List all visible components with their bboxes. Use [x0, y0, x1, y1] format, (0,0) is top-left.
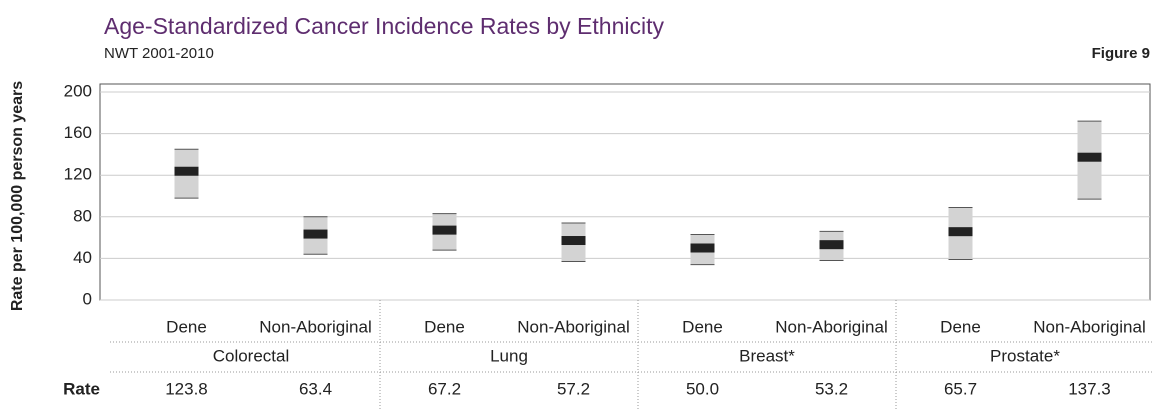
rate-value: 65.7: [944, 379, 977, 398]
rate-value: 137.3: [1068, 379, 1111, 398]
rate-marker: [819, 240, 844, 250]
rate-marker: [561, 236, 586, 246]
y-tick-label: 160: [64, 123, 92, 142]
x-tick-label: Dene: [940, 317, 981, 336]
rate-marker: [1077, 152, 1102, 162]
chart-title: Age-Standardized Cancer Incidence Rates …: [104, 13, 664, 39]
y-tick-label: 40: [73, 248, 92, 267]
y-tick-label: 120: [64, 165, 92, 184]
group-label: Colorectal: [213, 346, 290, 365]
group-label: Lung: [490, 346, 528, 365]
rate-value: 57.2: [557, 379, 590, 398]
chart-subtitle: NWT 2001-2010: [104, 45, 214, 62]
x-tick-label: Non-Aboriginal: [259, 317, 371, 336]
y-tick-label: 80: [73, 206, 92, 225]
y-axis-label: Rate per 100,000 person years: [9, 81, 26, 311]
x-tick-label: Dene: [682, 317, 723, 336]
figure-label: Figure 9: [1092, 45, 1150, 62]
plot-frame: [99, 83, 1151, 301]
group-label: Breast*: [739, 346, 795, 365]
rate-value: 50.0: [686, 379, 719, 398]
rate-marker: [174, 166, 199, 176]
y-tick-label: 0: [83, 289, 92, 308]
x-tick-label: Dene: [166, 317, 207, 336]
rate-marker: [432, 225, 457, 235]
rate-value: 53.2: [815, 379, 848, 398]
x-tick-label: Dene: [424, 317, 465, 336]
rate-value: 63.4: [299, 379, 332, 398]
row-label: Rate: [63, 379, 100, 398]
rate-value: 123.8: [165, 379, 208, 398]
x-tick-label: Non-Aboriginal: [1033, 317, 1145, 336]
x-tick-label: Non-Aboriginal: [517, 317, 629, 336]
rate-marker: [690, 243, 715, 253]
rate-marker: [948, 227, 973, 237]
group-label: Prostate*: [990, 346, 1060, 365]
x-tick-label: Non-Aboriginal: [775, 317, 887, 336]
y-tick-label: 200: [64, 81, 92, 100]
rate-marker: [303, 229, 328, 239]
rate-value: 67.2: [428, 379, 461, 398]
